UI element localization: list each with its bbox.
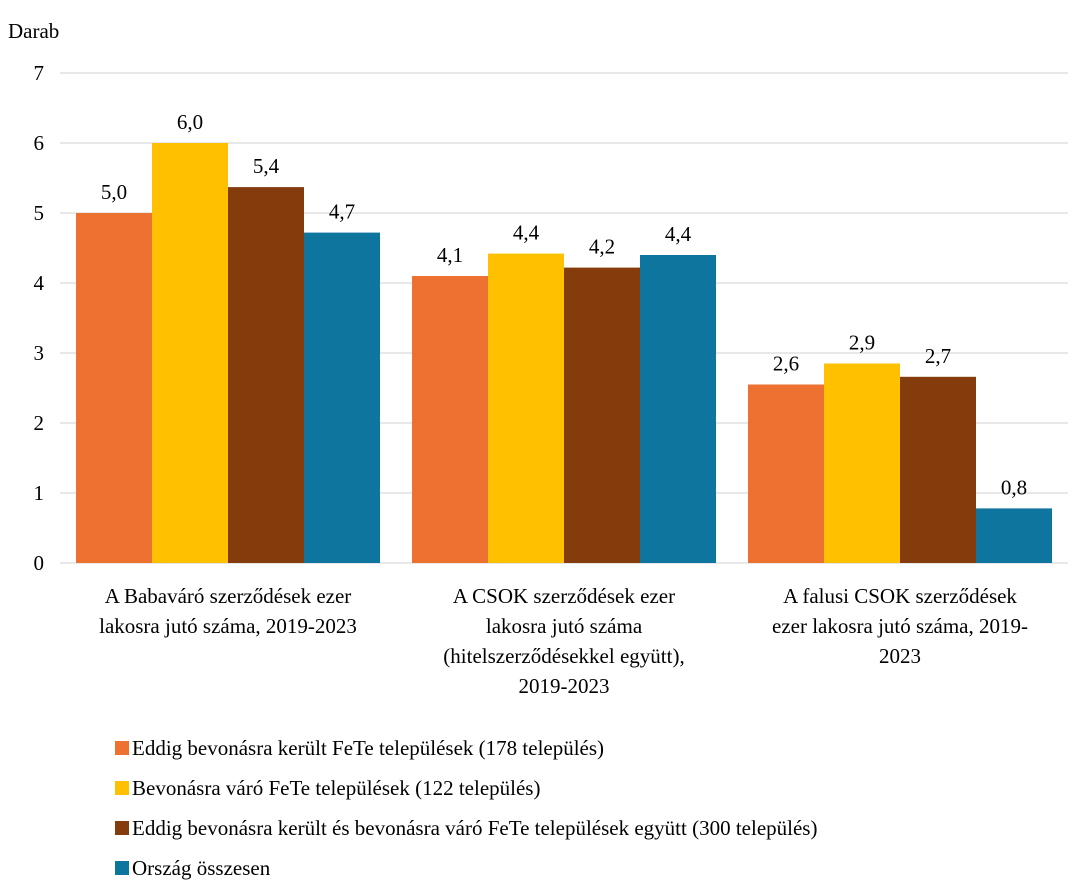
x-tick-label: lakosra jutó száma [486, 614, 643, 638]
data-label: 2,9 [849, 331, 875, 355]
x-axis-labels: A Babaváró szerződések ezer lakosra jutó … [99, 584, 1028, 698]
data-label: 4,2 [589, 235, 615, 259]
bar-chart: Darab 0 1 2 3 4 5 6 7 5,0 4,1 2,6 6,0 4,4 2,9 5,4 4,2 2… [8, 19, 1068, 698]
legend: Eddig bevonásra került FeTe települések … [115, 728, 817, 888]
bar [152, 143, 228, 563]
y-tick-label: 1 [34, 481, 45, 505]
bar [304, 232, 380, 563]
legend-swatch [115, 821, 129, 835]
data-label: 2,7 [925, 344, 951, 368]
y-tick-label: 2 [34, 411, 45, 435]
legend-label: Eddig bevonásra került és bevonásra váró… [132, 815, 818, 840]
y-axis-label: Darab [8, 19, 59, 43]
legend-swatch [115, 861, 129, 875]
bar [824, 363, 900, 563]
bars [76, 143, 1052, 563]
y-tick-label: 6 [34, 131, 45, 155]
legend-label: Ország összesen [132, 855, 271, 880]
data-label: 6,0 [177, 110, 203, 134]
y-tick-label: 4 [34, 271, 45, 295]
data-label: 5,0 [101, 180, 127, 204]
legend-item: Ország összesen [115, 848, 817, 888]
bar [488, 253, 564, 563]
data-label: 4,4 [513, 221, 540, 245]
y-axis-ticks: 0 1 2 3 4 5 6 7 [34, 61, 45, 575]
legend-item: Bevonásra váró FeTe települések (122 tel… [115, 768, 817, 808]
x-tick-label: A Babaváró szerződések ezer [105, 584, 352, 608]
data-labels: 5,0 4,1 2,6 6,0 4,4 2,9 5,4 4,2 2,7 4,7 4,4 0,8 [101, 110, 1027, 499]
bar [748, 384, 824, 563]
data-label: 0,8 [1001, 475, 1027, 499]
y-tick-label: 0 [34, 551, 45, 575]
data-label: 2,6 [773, 352, 799, 376]
bar [76, 213, 152, 563]
legend-swatch [115, 781, 129, 795]
x-tick-label: (hitelszerződésekkel együtt), [443, 644, 684, 668]
legend-label: Bevonásra váró FeTe települések (122 tel… [132, 775, 541, 800]
y-tick-label: 5 [34, 201, 45, 225]
x-tick-label: 2023 [879, 644, 921, 668]
x-tick-label: A falusi CSOK szerződések [783, 584, 1017, 608]
bar [564, 267, 640, 563]
legend-item: Eddig bevonásra került és bevonásra váró… [115, 808, 817, 848]
legend-item: Eddig bevonásra került FeTe települések … [115, 728, 817, 768]
x-tick-label: A CSOK szerződések ezer [453, 584, 675, 608]
bar [900, 376, 976, 563]
data-label: 4,7 [329, 200, 355, 224]
bar [412, 276, 488, 563]
legend-label: Eddig bevonásra került FeTe települések … [132, 735, 605, 760]
data-label: 4,4 [665, 222, 692, 246]
bar [976, 508, 1052, 563]
x-tick-label: ezer lakosra jutó száma, 2019- [772, 614, 1028, 638]
data-label: 5,4 [253, 154, 280, 178]
bar [640, 255, 716, 563]
bar [228, 187, 304, 563]
data-label: 4,1 [437, 243, 463, 267]
y-tick-label: 3 [34, 341, 45, 365]
x-tick-label: 2019-2023 [519, 674, 610, 698]
y-tick-label: 7 [34, 61, 45, 85]
legend-swatch [115, 741, 129, 755]
x-tick-label: lakosra jutó száma, 2019-2023 [99, 614, 357, 638]
